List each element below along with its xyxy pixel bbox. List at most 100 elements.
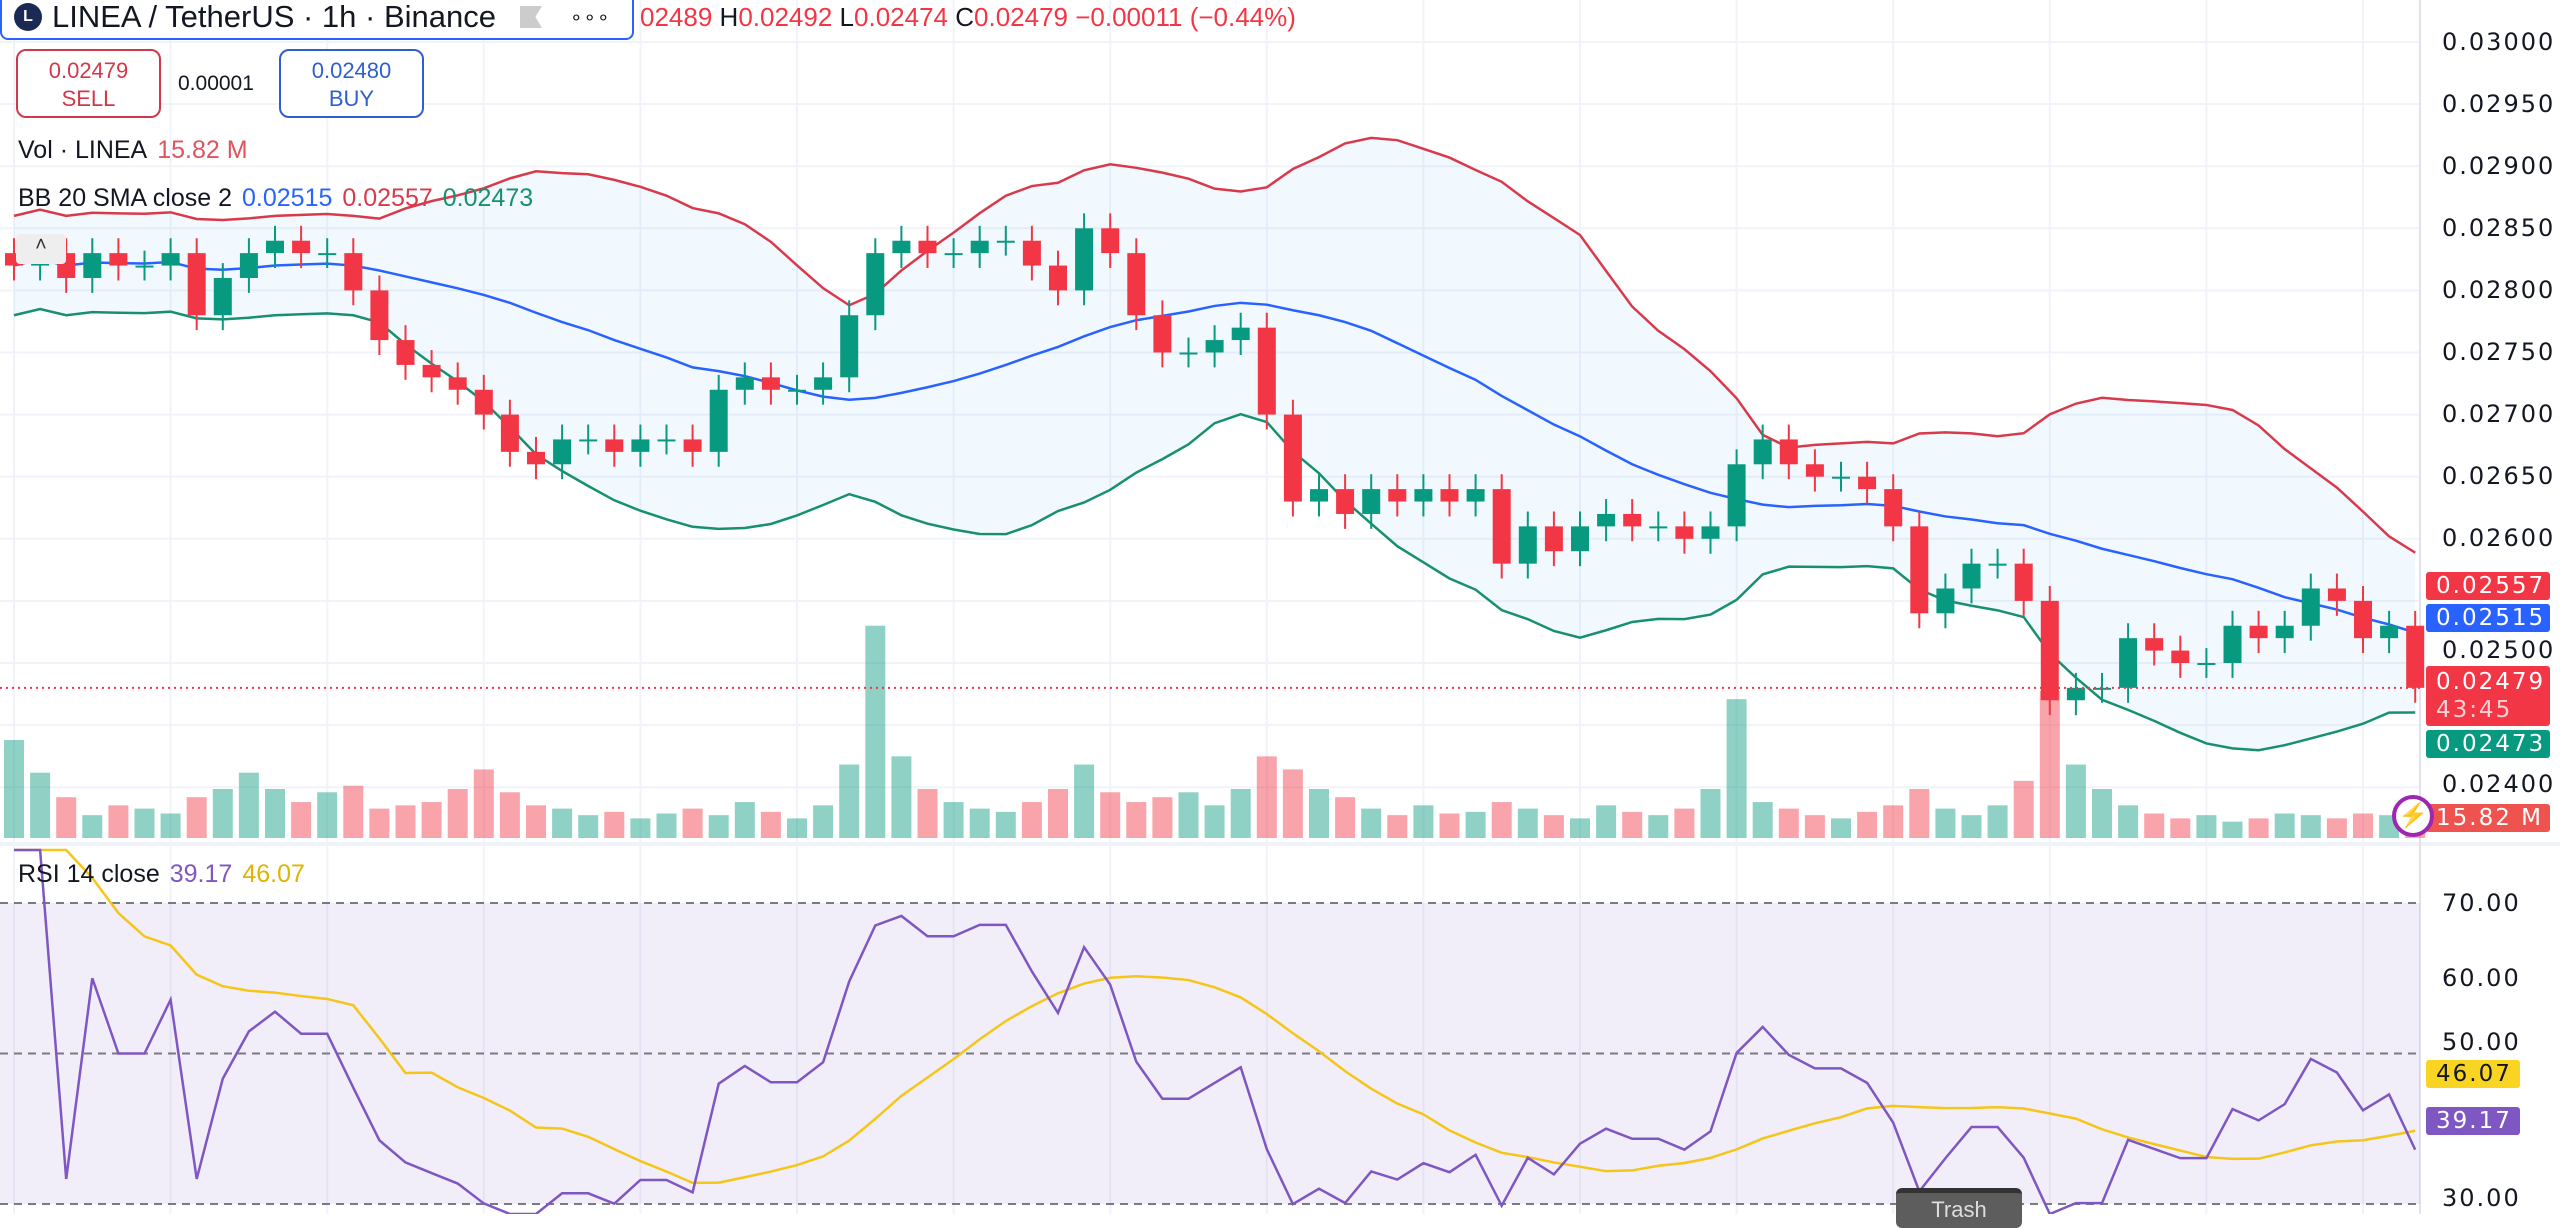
candle-body xyxy=(2119,638,2138,688)
volume-bar xyxy=(1048,789,1068,838)
volume-bar xyxy=(1778,808,1799,838)
volume-bar xyxy=(2222,821,2243,838)
volume-bar xyxy=(2039,691,2060,838)
price-axis-tick: 0.02900 xyxy=(2442,152,2556,180)
candle-body xyxy=(161,253,180,266)
candle-body xyxy=(1936,588,1955,614)
volume-bar xyxy=(160,813,181,838)
volume-bar xyxy=(1126,802,1147,838)
bb-upper-value: 0.02557 xyxy=(342,184,433,212)
price-axis-tick: 0.02800 xyxy=(2442,276,2556,304)
rsi-axis-tick: 60.00 xyxy=(2442,964,2521,992)
volume-legend-value: 15.82 M xyxy=(157,136,248,164)
symbol-title-box[interactable]: L LINEA / TetherUS · 1h · Binance ∘∘∘ xyxy=(0,0,634,40)
volume-bar xyxy=(1987,805,2008,838)
candle-body xyxy=(266,240,284,254)
volume-bar xyxy=(1282,769,1303,838)
volume-bar xyxy=(1204,805,1225,838)
candle-body xyxy=(944,253,963,256)
candle-body xyxy=(1049,265,1067,291)
bb-upper-line xyxy=(13,136,2416,554)
volume-legend-label: Vol · LINEA xyxy=(18,136,148,164)
volume-bar xyxy=(1543,815,1564,838)
candle-body xyxy=(422,364,441,378)
volume-bar xyxy=(656,813,677,838)
candle-body xyxy=(1310,489,1328,502)
volume-bar xyxy=(2013,780,2034,838)
volume-bar xyxy=(2092,789,2112,838)
candle-body xyxy=(474,389,493,415)
candle-body xyxy=(2406,625,2425,688)
volume-bar xyxy=(1439,813,1460,838)
volume-bar xyxy=(865,625,886,838)
candle-body xyxy=(1362,489,1381,514)
candle-body xyxy=(996,240,1015,243)
volume-bar xyxy=(578,815,599,838)
bb-legend[interactable]: BB 20 SMA close 2 0.02515 0.02557 0.02473 xyxy=(18,184,533,213)
volume-bar xyxy=(2248,818,2269,838)
more-icon[interactable]: ∘∘∘ xyxy=(570,6,611,29)
candle-body xyxy=(735,377,754,390)
open-value: 02489 xyxy=(640,2,713,32)
last-price: 0.02479 xyxy=(2436,669,2546,695)
candle-body xyxy=(2380,625,2399,639)
rsi-legend-label: RSI 14 close xyxy=(18,860,160,888)
volume-bar xyxy=(1596,805,1617,838)
volume-bar xyxy=(4,740,24,838)
candle-body xyxy=(970,240,989,254)
volume-bar xyxy=(1883,805,1904,838)
collapse-legend-chevron-up-icon[interactable]: ˄ xyxy=(16,234,66,264)
sell-button[interactable]: 0.02479 SELL xyxy=(16,49,161,118)
lightning-icon[interactable]: ⚡ xyxy=(2392,795,2434,837)
volume-bar xyxy=(1831,818,1851,838)
volume-bar xyxy=(1857,811,1878,838)
pane-separator xyxy=(0,842,2560,846)
volume-bar xyxy=(395,805,416,838)
candle-body xyxy=(2223,625,2242,663)
volume-bar xyxy=(1021,802,1042,838)
rsi-axis-tick: 30.00 xyxy=(2442,1184,2521,1212)
candle-body xyxy=(1858,476,1877,490)
volume-legend[interactable]: Vol · LINEA 15.82 M xyxy=(18,136,248,165)
candle-body xyxy=(500,414,519,452)
volume-bar xyxy=(2118,805,2139,838)
candle-body xyxy=(1205,340,1224,353)
candle-body xyxy=(631,439,650,452)
bb-basis-line xyxy=(13,258,2416,634)
volume-bar xyxy=(30,772,51,838)
volume-bar xyxy=(969,808,990,838)
buy-button[interactable]: 0.02480 BUY xyxy=(279,49,424,118)
candle-body xyxy=(109,253,128,266)
volume-bar xyxy=(552,808,573,838)
candle-body xyxy=(1544,526,1563,552)
volume-bar xyxy=(1622,811,1643,838)
candle-body xyxy=(1101,228,1120,254)
candle-body xyxy=(1779,439,1798,465)
volume-bar xyxy=(1100,792,1121,838)
candle-body xyxy=(788,389,806,392)
flag-icon[interactable] xyxy=(520,6,542,28)
volume-bar xyxy=(2353,813,2373,838)
change-value: −0.00011 (−0.44%) xyxy=(1075,2,1296,32)
bb-upper-badge: 0.02557 xyxy=(2426,572,2550,600)
volume-bar xyxy=(839,764,860,838)
volume-bar xyxy=(2170,818,2191,838)
volume-bar xyxy=(2196,815,2217,838)
buy-price: 0.02480 xyxy=(311,58,392,83)
candle-body xyxy=(2275,625,2294,639)
volume-bar xyxy=(891,756,912,838)
candle-body xyxy=(1283,414,1302,502)
candle-body xyxy=(292,240,311,254)
rsi-legend[interactable]: RSI 14 close 39.17 46.07 xyxy=(18,860,305,889)
candle-body xyxy=(1022,240,1041,266)
candle-body xyxy=(527,451,545,465)
price-axis-tick: 0.03000 xyxy=(2442,28,2556,56)
volume-bar xyxy=(317,792,338,838)
candle-body xyxy=(370,290,389,341)
ohlc-readout: 02489 H0.02492 L0.02474 C0.02479 −0.0001… xyxy=(640,2,1296,33)
candle-body xyxy=(1753,439,1772,465)
volume-bar xyxy=(682,808,703,838)
volume-bar xyxy=(2274,813,2295,838)
volume-bar xyxy=(473,769,494,838)
